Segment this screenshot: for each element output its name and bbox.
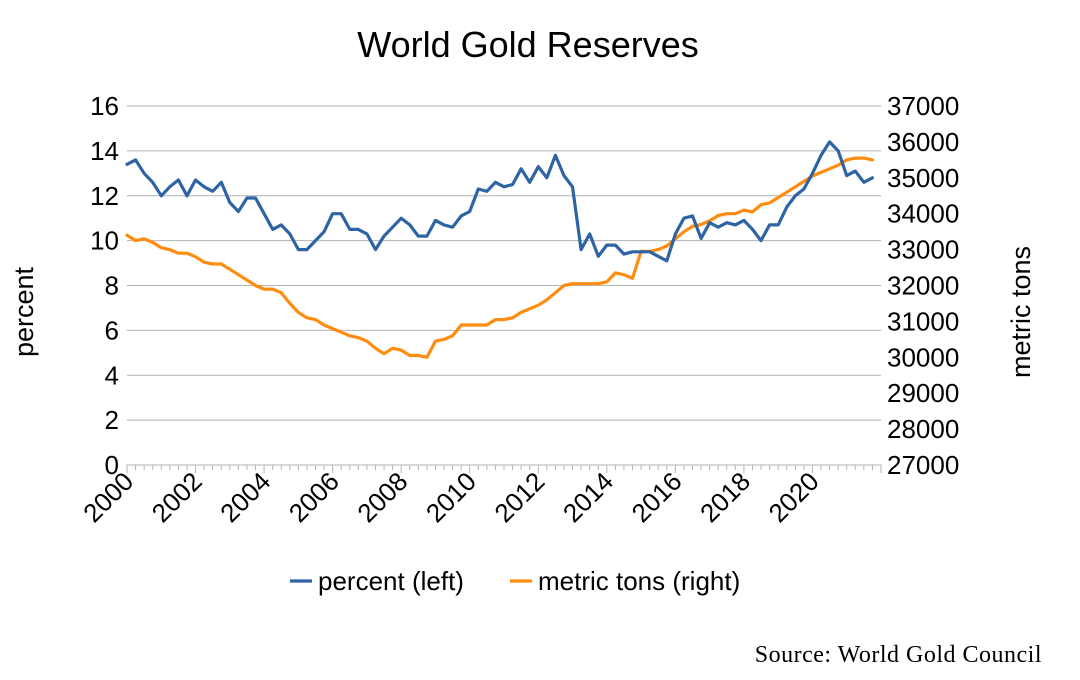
x-tick-label: 2004 bbox=[214, 466, 276, 528]
left-tick-label: 0 bbox=[105, 450, 119, 480]
legend-label-metric-tons: metric tons (right) bbox=[538, 566, 740, 596]
x-tick-label: 2006 bbox=[283, 466, 345, 528]
right-tick-label: 27000 bbox=[887, 450, 959, 480]
x-tick-label: 2020 bbox=[763, 466, 825, 528]
left-tick-label: 12 bbox=[90, 181, 119, 211]
x-tick-label: 2014 bbox=[557, 466, 619, 528]
left-tick-label: 6 bbox=[105, 315, 119, 345]
x-tick-label: 2016 bbox=[625, 466, 687, 528]
x-tick-label: 2008 bbox=[351, 466, 413, 528]
x-axis-ticks: 2000 2002 2004 2006 2008 2010 2012 2014 2016 2018… bbox=[77, 465, 882, 528]
left-tick-label: 2 bbox=[105, 405, 119, 435]
legend-label-percent: percent (left) bbox=[318, 566, 464, 596]
x-tick-label: 2002 bbox=[146, 466, 208, 528]
chart-title: World Gold Reserves bbox=[357, 24, 698, 65]
right-tick-label: 31000 bbox=[887, 306, 959, 336]
left-tick-label: 10 bbox=[90, 226, 119, 256]
right-tick-label: 28000 bbox=[887, 414, 959, 444]
left-tick-label: 4 bbox=[105, 360, 119, 390]
left-tick-label: 16 bbox=[90, 91, 119, 121]
right-tick-label: 36000 bbox=[887, 127, 959, 157]
source-note: Source: World Gold Council bbox=[754, 642, 1042, 668]
x-tick-label: 2012 bbox=[488, 466, 550, 528]
left-axis-label: percent bbox=[9, 266, 39, 357]
series-line-metric-tons bbox=[125, 156, 874, 359]
right-axis-label: metric tons bbox=[1006, 246, 1036, 378]
right-tick-label: 32000 bbox=[887, 271, 959, 301]
x-tick-label: 2010 bbox=[420, 466, 482, 528]
right-tick-label: 29000 bbox=[887, 378, 959, 408]
right-tick-label: 30000 bbox=[887, 342, 959, 372]
right-tick-label: 37000 bbox=[887, 91, 959, 121]
legend: percent (left) metric tons (right) bbox=[290, 566, 740, 596]
gridlines bbox=[127, 105, 881, 421]
right-tick-label: 33000 bbox=[887, 235, 959, 265]
x-tick-label: 2018 bbox=[694, 466, 756, 528]
left-axis-ticks: 0 2 4 6 8 10 12 14 16 bbox=[90, 91, 119, 480]
right-tick-label: 34000 bbox=[887, 199, 959, 229]
right-axis-ticks: 27000 28000 29000 30000 31000 32000 33000 34000… bbox=[887, 91, 959, 480]
x-tick-label: 2000 bbox=[77, 466, 139, 528]
right-tick-label: 35000 bbox=[887, 163, 959, 193]
left-tick-label: 14 bbox=[90, 136, 119, 166]
series-line-percent bbox=[125, 140, 874, 263]
left-tick-label: 8 bbox=[105, 271, 119, 301]
